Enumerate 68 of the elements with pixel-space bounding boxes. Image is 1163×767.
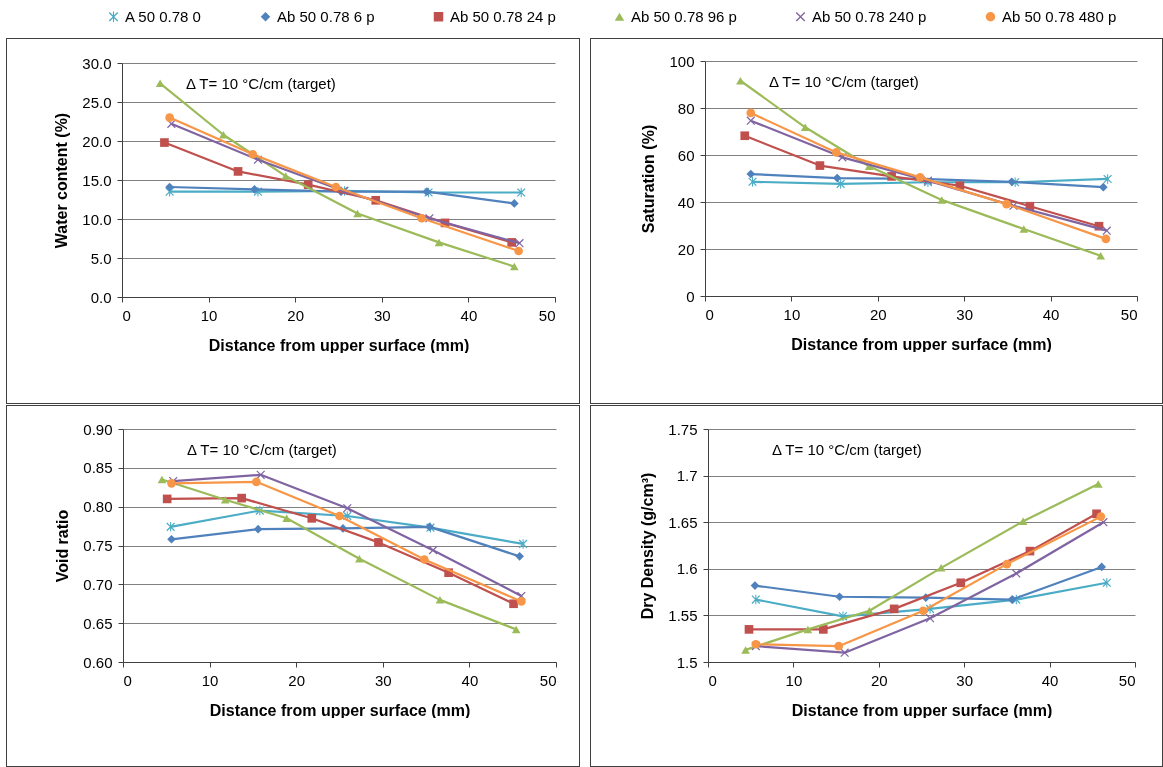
x-axis-title: Distance from upper surface (mm) (209, 701, 471, 719)
x-tick-label: 50 (1118, 671, 1136, 689)
x-tick-label: 30 (373, 306, 391, 324)
x-tick-label: 20 (869, 305, 887, 323)
y-tick-label: 100 (669, 52, 695, 70)
x-axis-title: Distance from upper surface (mm) (208, 336, 470, 354)
y-tick-label: 1.55 (668, 606, 698, 624)
x-tick-label: 10 (200, 306, 218, 324)
y-tick-label: 0.65 (83, 614, 113, 632)
legend-label: Ab 50 0.78 240 p (812, 7, 927, 25)
y-tick-label: 0 (686, 287, 695, 305)
x-tick-label: 20 (870, 671, 888, 689)
y-tick-label: 20.0 (82, 132, 112, 150)
annotation: Δ T= 10 °C/cm (target) (769, 73, 919, 90)
y-tick-label: 1.75 (668, 420, 698, 438)
legend-label: A 50 0.78 0 (125, 7, 201, 25)
y-tick-label: 0.85 (83, 459, 113, 477)
y-tick-label: 20 (677, 240, 695, 258)
x-tick-label: 0 (705, 305, 714, 323)
y-tick-label: 40 (677, 193, 695, 211)
y-tick-label: 0.75 (83, 537, 113, 554)
y-axis-title: Dry Density (g/cm³) (639, 472, 657, 620)
x-tick-label: 10 (201, 671, 219, 689)
legend-label: Ab 50 0.78 480 p (1002, 7, 1117, 25)
y-tick-label: 1.7 (676, 467, 698, 485)
annotation: Δ T= 10 °C/cm (target) (772, 441, 922, 458)
x-tick-label: 30 (374, 671, 392, 689)
x-tick-label: 10 (783, 305, 801, 323)
x-tick-label: 0 (122, 306, 131, 324)
y-tick-label: 1.65 (668, 513, 698, 531)
legend-label: Ab 50 0.78 24 p (450, 7, 556, 25)
y-tick-label: 60 (677, 146, 695, 164)
x-tick-label: 40 (461, 671, 479, 689)
x-tick-label: 50 (1120, 305, 1138, 323)
y-axis-title: Water content (%) (53, 112, 71, 249)
y-tick-label: 0.90 (83, 420, 113, 438)
y-tick-label: 25.0 (82, 93, 112, 111)
x-tick-label: 50 (539, 671, 557, 689)
y-tick-label: 10.0 (82, 210, 112, 228)
x-tick-label: 40 (460, 306, 478, 324)
y-tick-label: 1.5 (676, 653, 698, 671)
y-axis-title: Void ratio (54, 509, 72, 583)
x-tick-label: 10 (785, 671, 803, 689)
y-axis-title: Saturation (%) (640, 124, 658, 234)
y-tick-label: 0.80 (83, 498, 113, 516)
x-tick-label: 30 (956, 671, 974, 689)
y-tick-label: 80 (677, 99, 695, 117)
x-axis-title: Distance from upper surface (mm) (791, 701, 1053, 719)
y-tick-label: 1.6 (676, 560, 698, 578)
x-tick-label: 30 (956, 305, 974, 323)
x-tick-label: 40 (1041, 671, 1059, 689)
legend-label: Ab 50 0.78 96 p (631, 7, 737, 25)
x-tick-label: 0 (123, 671, 132, 689)
x-tick-label: 0 (708, 671, 717, 689)
legend-label: Ab 50 0.78 6 p (277, 7, 375, 25)
y-tick-label: 15.0 (82, 171, 112, 189)
y-tick-label: 30.0 (82, 54, 112, 72)
annotation: Δ T= 10 °C/cm (target) (186, 75, 336, 92)
y-tick-label: 5.0 (90, 249, 112, 267)
x-tick-label: 40 (1042, 305, 1060, 323)
x-tick-label: 50 (538, 306, 556, 324)
annotation: Δ T= 10 °C/cm (target) (187, 441, 337, 458)
y-tick-label: 0.60 (83, 653, 113, 671)
y-tick-label: 0.0 (90, 288, 112, 306)
x-tick-label: 20 (287, 306, 305, 324)
x-tick-label: 20 (288, 671, 306, 689)
y-tick-label: 0.70 (83, 575, 113, 593)
x-axis-title: Distance from upper surface (mm) (791, 335, 1052, 353)
